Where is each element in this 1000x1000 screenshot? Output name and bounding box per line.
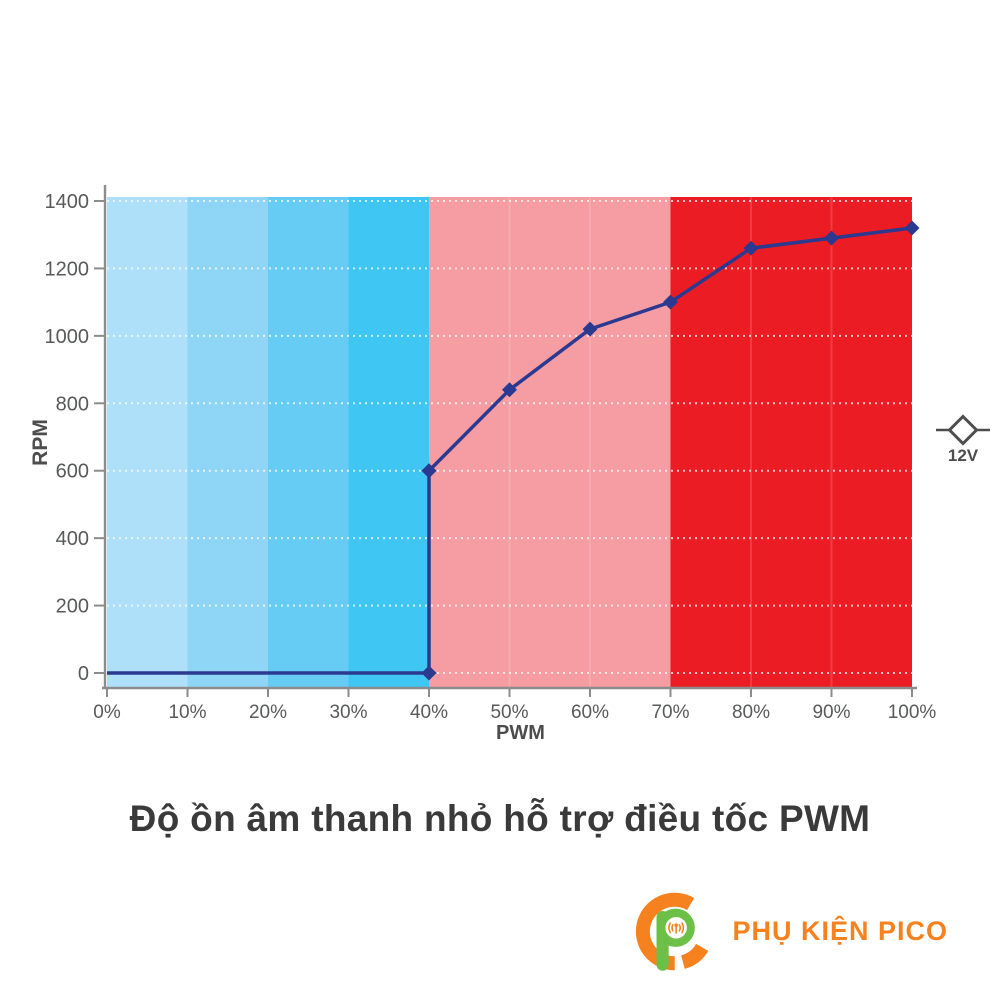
x-tick-label: 50%	[490, 702, 528, 723]
data-point-marker	[663, 294, 678, 310]
legend-diamond-icon	[947, 414, 979, 446]
y-tick-label: 200	[56, 596, 89, 618]
logo-antenna-dot	[674, 922, 678, 927]
y-tick-label: 1400	[45, 191, 90, 213]
data-point-marker	[743, 240, 759, 256]
x-tick-label: 20%	[249, 702, 287, 723]
chart-caption: Độ ồn âm thanh nhỏ hỗ trợ điều tốc PWM	[129, 798, 871, 839]
x-tick-label: 60%	[571, 702, 609, 723]
brand-logo-row: PHỤ KIỆN PICO	[628, 880, 948, 982]
logo-orange-arc-segment	[680, 943, 709, 969]
x-tick-label: 70%	[651, 702, 689, 723]
y-tick-label: 1200	[45, 258, 90, 280]
zone-band	[107, 197, 188, 687]
y-tick-label: 600	[56, 461, 89, 483]
data-point-marker	[582, 321, 598, 337]
data-point-marker	[421, 463, 437, 479]
data-point-marker	[421, 665, 437, 681]
x-tick-label: 0%	[93, 702, 121, 723]
x-axis-title: PWM	[496, 722, 545, 744]
x-tick-label: 10%	[168, 702, 206, 723]
pico-logo-icon	[635, 892, 709, 971]
x-tick-label: 90%	[812, 702, 850, 723]
data-point-marker	[824, 230, 839, 246]
x-tick-label: 40%	[410, 702, 448, 723]
y-tick-label: 400	[56, 528, 89, 550]
x-tick-label: 100%	[888, 702, 937, 723]
y-tick-label: 800	[56, 393, 89, 415]
zone-band	[670, 197, 912, 687]
logo-antenna-icon	[668, 921, 685, 934]
x-tick-label: 80%	[732, 702, 770, 723]
rpm-pwm-line-chart: 0 200 400 600 800 1000 1200 1400 0% 10% 20% 30% 40% 5…	[29, 185, 990, 744]
zone-band	[187, 197, 268, 687]
y-tick-label: 0	[78, 663, 89, 685]
legend-label: 12V	[948, 446, 979, 465]
y-tick-label: 1000	[45, 326, 90, 348]
zone-band	[429, 197, 671, 687]
zone-band	[268, 197, 349, 687]
logo-p-stem	[656, 910, 669, 971]
data-point-marker	[502, 382, 517, 398]
data-point-marker	[904, 220, 920, 236]
zone-band	[348, 197, 429, 687]
brand-name: PHỤ KIỆN PICO	[732, 915, 948, 946]
y-axis-title: RPM	[29, 419, 52, 466]
x-tick-label: 30%	[329, 702, 367, 723]
